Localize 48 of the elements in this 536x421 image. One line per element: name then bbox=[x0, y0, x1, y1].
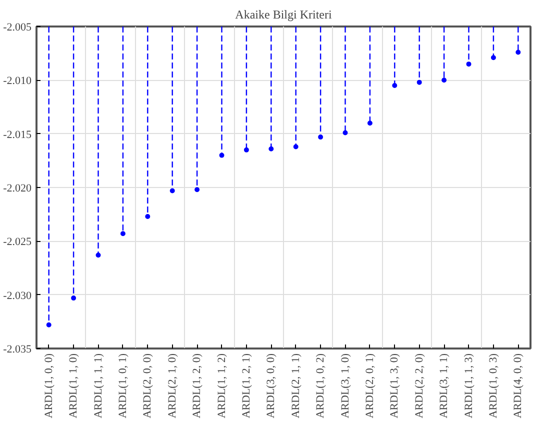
x-tick-label: ARDL(4, 0, 0) bbox=[512, 353, 524, 418]
point bbox=[442, 78, 447, 83]
y-tick-label: -2.035 bbox=[3, 344, 32, 356]
x-tick-label: ARDL(1, 0, 0) bbox=[42, 353, 55, 418]
point bbox=[120, 231, 126, 236]
point bbox=[170, 188, 175, 194]
chart-title: Akaike Bilgi Kriteri bbox=[235, 8, 332, 22]
y-tick-label: -2.020 bbox=[3, 182, 32, 194]
x-tick-label: ARDL(1, 2, 0) bbox=[191, 353, 204, 418]
point bbox=[145, 214, 150, 219]
x-tick-label: ARDL(2, 1, 1) bbox=[290, 353, 302, 418]
y-tick-label: -2.025 bbox=[3, 236, 32, 248]
point bbox=[194, 187, 200, 192]
point bbox=[293, 144, 298, 150]
x-tick-label: ARDL(1, 1, 1) bbox=[92, 353, 104, 418]
point bbox=[490, 55, 496, 60]
y-tick-label: -2.015 bbox=[3, 128, 32, 141]
point bbox=[318, 134, 324, 140]
x-tick-label: ARDL(1, 0, 1) bbox=[116, 353, 129, 418]
point bbox=[516, 50, 521, 55]
point bbox=[219, 152, 224, 158]
x-tick-label: ARDL(2, 0, 0) bbox=[142, 353, 154, 418]
point bbox=[46, 322, 52, 328]
x-tick-label: ARDL(3, 1, 1) bbox=[438, 353, 450, 418]
point bbox=[416, 80, 422, 85]
point bbox=[342, 130, 348, 136]
point bbox=[244, 147, 249, 152]
x-tick-label: ARDL(1, 1, 0) bbox=[68, 353, 80, 418]
x-tick-label: ARDL(3, 0, 0) bbox=[265, 353, 278, 418]
x-tick-label: ARDL(1, 1, 3) bbox=[462, 353, 475, 418]
x-tick-label: ARDL(2, 0, 1) bbox=[364, 353, 376, 418]
x-tick-label: ARDL(1, 0, 3) bbox=[487, 353, 500, 418]
point bbox=[466, 62, 472, 67]
x-tick-label: ARDL(1, 1, 2) bbox=[216, 353, 228, 418]
x-tick-label: ARDL(2, 2, 0) bbox=[413, 353, 426, 418]
point bbox=[367, 120, 372, 126]
point bbox=[96, 252, 101, 258]
y-tick-label: -2.010 bbox=[3, 75, 32, 88]
y-tick-label: -2.005 bbox=[3, 22, 32, 34]
point bbox=[392, 83, 398, 88]
point bbox=[71, 296, 76, 301]
x-tick-label: ARDL(2, 1, 0) bbox=[166, 353, 178, 418]
point bbox=[268, 146, 274, 152]
x-tick-label: ARDL(1, 3, 0) bbox=[388, 353, 401, 418]
x-tick-label: ARDL(3, 1, 0) bbox=[339, 353, 352, 418]
x-tick-label: ARDL(1, 2, 1) bbox=[240, 353, 252, 418]
x-tick-label: ARDL(1, 0, 2) bbox=[314, 353, 327, 418]
y-tick-label: -2.030 bbox=[3, 290, 32, 302]
